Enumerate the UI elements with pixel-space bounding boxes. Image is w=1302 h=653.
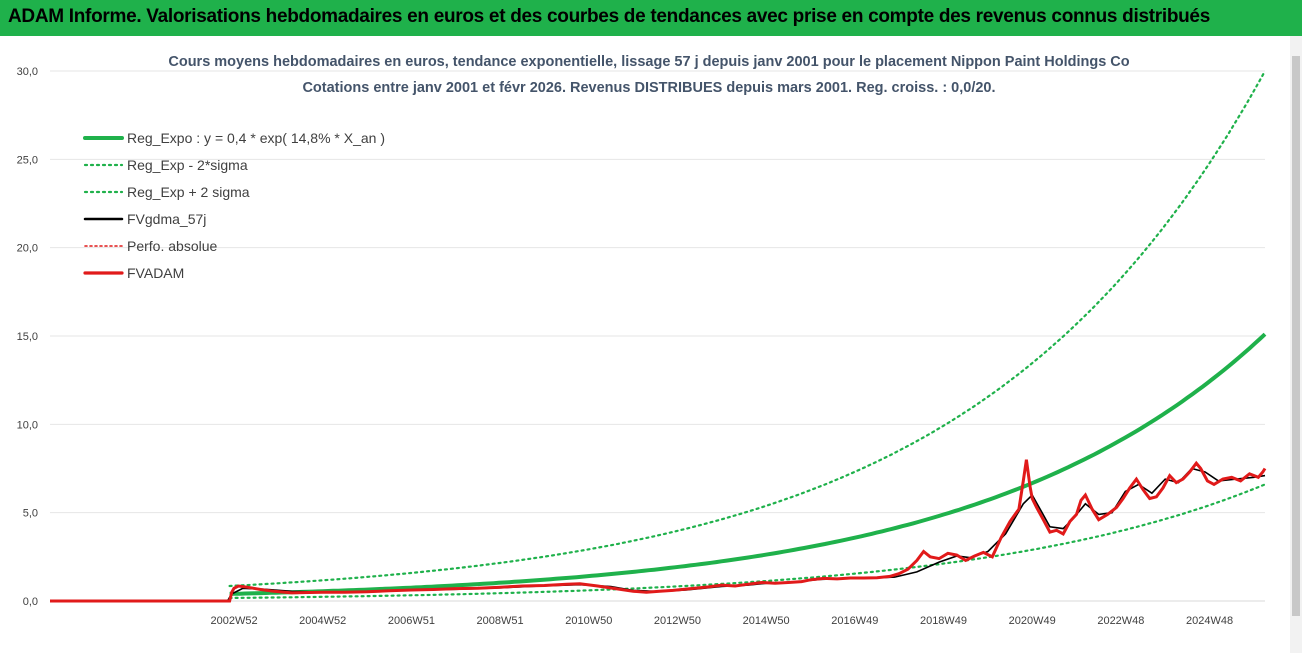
y-tick-label: 30,0: [17, 66, 38, 78]
regression-line: [229, 332, 1267, 596]
y-tick-label: 0,0: [23, 596, 38, 608]
x-tick-label: 2014W50: [743, 615, 790, 627]
legend-label: Reg_Expo : y = 0,4 * exp( 14,8% * X_an ): [127, 130, 385, 146]
y-tick-label: 5,0: [23, 508, 38, 520]
legend-label: FVgdma_57j: [127, 211, 206, 227]
fvadam-line: [50, 459, 1267, 603]
chart-svg: Cours moyens hebdomadaires en euros, ten…: [0, 36, 1302, 653]
scrollbar-thumb[interactable]: [1292, 56, 1300, 616]
chart-title-line-1: Cours moyens hebdomadaires en euros, ten…: [168, 54, 1129, 70]
page-title: ADAM Informe. Valorisations hebdomadaire…: [8, 6, 1210, 27]
y-tick-label: 20,0: [17, 243, 38, 255]
x-tick-label: 2004W52: [299, 615, 346, 627]
header-banner: ADAM Informe. Valorisations hebdomadaire…: [0, 0, 1302, 36]
legend-label: Reg_Exp - 2*sigma: [127, 157, 248, 173]
chart-area: [0, 36, 1302, 653]
legend-label: FVADAM: [127, 265, 184, 281]
band-low-line: [228, 483, 1267, 600]
legend-label: Reg_Exp + 2 sigma: [127, 184, 250, 200]
x-tick-label: 2018W49: [920, 615, 967, 627]
x-tick-label: 2008W51: [477, 615, 524, 627]
x-axis-ticks: 2002W52 2004W52 2006W51 2008W51 2010W50 2012W…: [210, 615, 1233, 627]
y-tick-label: 10,0: [17, 419, 38, 431]
y-tick-label: 25,0: [17, 154, 38, 166]
x-tick-label: 2020W49: [1009, 615, 1056, 627]
chart-title-line-2: Cotations entre janv 2001 et févr 2026. …: [302, 80, 995, 96]
y-tick-label: 15,0: [17, 331, 38, 343]
series-layer: [50, 69, 1267, 603]
x-tick-label: 2016W49: [831, 615, 878, 627]
y-axis-ticks: 0,0 5,0 10,0 15,0 20,0 25,0 30,0: [17, 66, 38, 608]
x-tick-label: 2006W51: [388, 615, 435, 627]
x-tick-label: 2022W48: [1097, 615, 1144, 627]
x-tick-label: 2024W48: [1186, 615, 1233, 627]
x-tick-label: 2002W52: [210, 615, 257, 627]
legend-label: Perfo. absolue: [127, 238, 217, 254]
x-tick-label: 2012W50: [654, 615, 701, 627]
legend: Reg_Expo : y = 0,4 * exp( 14,8% * X_an )…: [83, 130, 385, 281]
band-high-line: [228, 69, 1267, 588]
x-tick-label: 2010W50: [565, 615, 612, 627]
